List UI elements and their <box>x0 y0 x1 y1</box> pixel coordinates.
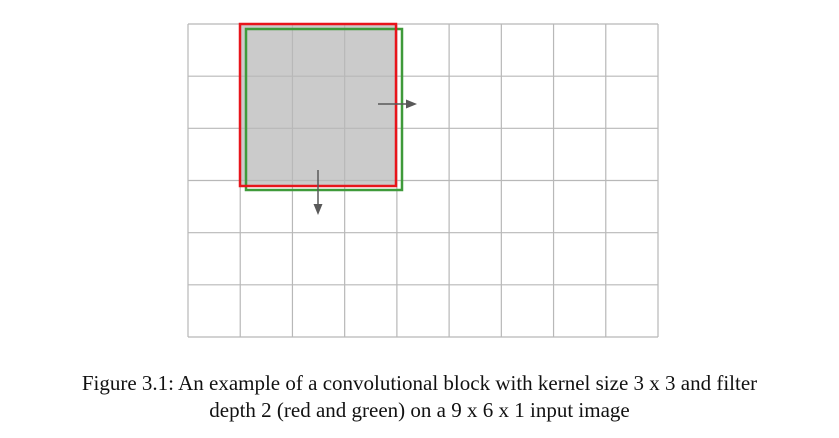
arrow-right-icon <box>378 99 417 109</box>
caption-line-2: depth 2 (red and green) on a 9 x 6 x 1 i… <box>209 398 630 422</box>
green-filter-outline <box>244 27 404 192</box>
kernel-receptive-field <box>240 24 396 186</box>
figure-caption: Figure 3.1: An example of a convolutiona… <box>0 370 839 424</box>
caption-line-1: Figure 3.1: An example of a convolutiona… <box>81 371 758 395</box>
arrow-down-icon <box>313 170 323 215</box>
convolution-diagram <box>187 22 659 338</box>
